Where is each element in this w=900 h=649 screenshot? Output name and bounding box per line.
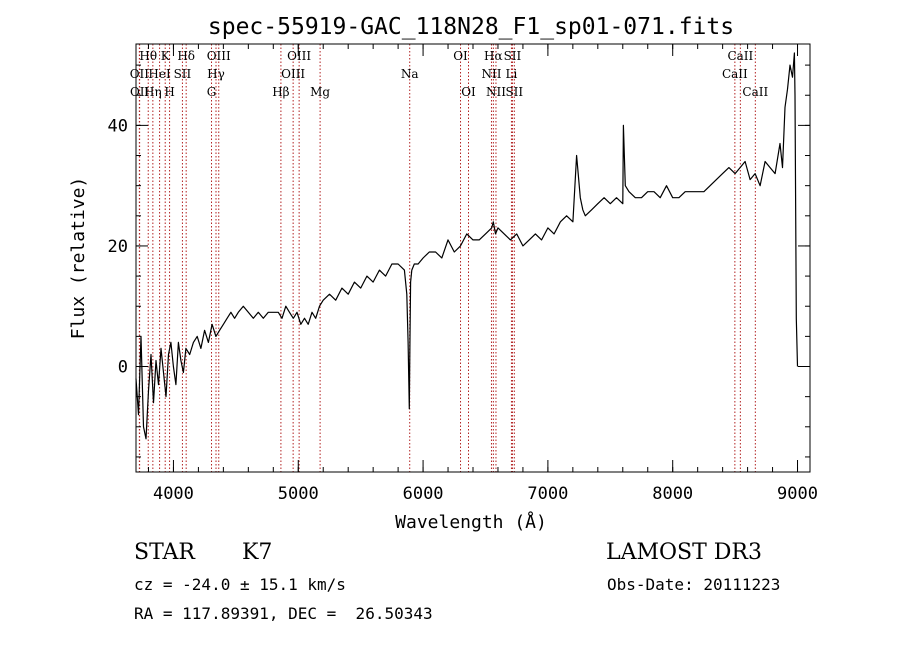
x-tick-label: 7000 — [527, 484, 568, 504]
x-tick-label: 5000 — [278, 484, 319, 504]
line-label: OIII — [207, 49, 231, 63]
chart-title: spec-55919-GAC_118N28_F1_sp01-071.fits — [208, 14, 734, 40]
line-label: CaII — [727, 49, 753, 63]
line-label: Hθ — [139, 49, 157, 63]
x-tick-label: 9000 — [777, 484, 818, 504]
line-label: SII — [504, 49, 522, 63]
y-axis: 0 20 40 — [108, 64, 810, 458]
line-label: NII — [481, 67, 501, 81]
redshift-readout: cz = -24.0 ± 15.1 km/s — [134, 575, 346, 594]
line-label: G — [207, 85, 217, 99]
line-label: CaII — [742, 85, 768, 99]
x-tick-label: 8000 — [652, 484, 693, 504]
x-axis: 4000 5000 6000 7000 8000 9000 — [147, 44, 818, 504]
line-label: Hη — [144, 85, 162, 99]
line-markers — [138, 44, 756, 472]
line-label: OIII — [281, 67, 305, 81]
line-label: SII — [174, 67, 192, 81]
line-label: Hβ — [272, 85, 289, 99]
line-label: OI — [461, 85, 476, 99]
line-label: Hδ — [177, 49, 195, 63]
line-label: OIII — [287, 49, 311, 63]
line-label: H — [164, 85, 174, 99]
line-label: Mg — [310, 85, 330, 99]
x-tick-label: 6000 — [403, 484, 444, 504]
y-tick-label: 40 — [108, 116, 128, 136]
line-label: OI — [453, 49, 468, 63]
line-label: Hα — [484, 49, 503, 63]
line-label: OII — [130, 85, 150, 99]
line-label: CaII — [722, 67, 748, 81]
line-label: Na — [401, 67, 419, 81]
y-axis-label: Flux (relative) — [68, 177, 89, 340]
object-subclass: K7 — [242, 540, 273, 565]
obs-date: Obs-Date: 20111223 — [607, 575, 781, 594]
survey-name: LAMOST DR3 — [606, 540, 762, 565]
line-label: NII — [486, 85, 506, 99]
line-label: Hγ — [207, 67, 225, 81]
line-label: K — [161, 49, 171, 63]
x-tick-label: 4000 — [153, 484, 194, 504]
y-tick-label: 20 — [108, 237, 128, 257]
y-tick-label: 0 — [118, 358, 128, 378]
coordinates: RA = 117.89391, DEC = 26.50343 — [134, 604, 433, 623]
x-axis-label: Wavelength (Å) — [395, 511, 547, 533]
line-label: SII — [505, 85, 523, 99]
line-label: HeI — [148, 67, 171, 81]
object-class: STAR — [134, 540, 195, 565]
spectrum-line — [135, 52, 799, 440]
plot-frame — [135, 43, 811, 473]
line-label: Li — [506, 67, 518, 81]
line-label: OII — [130, 67, 150, 81]
